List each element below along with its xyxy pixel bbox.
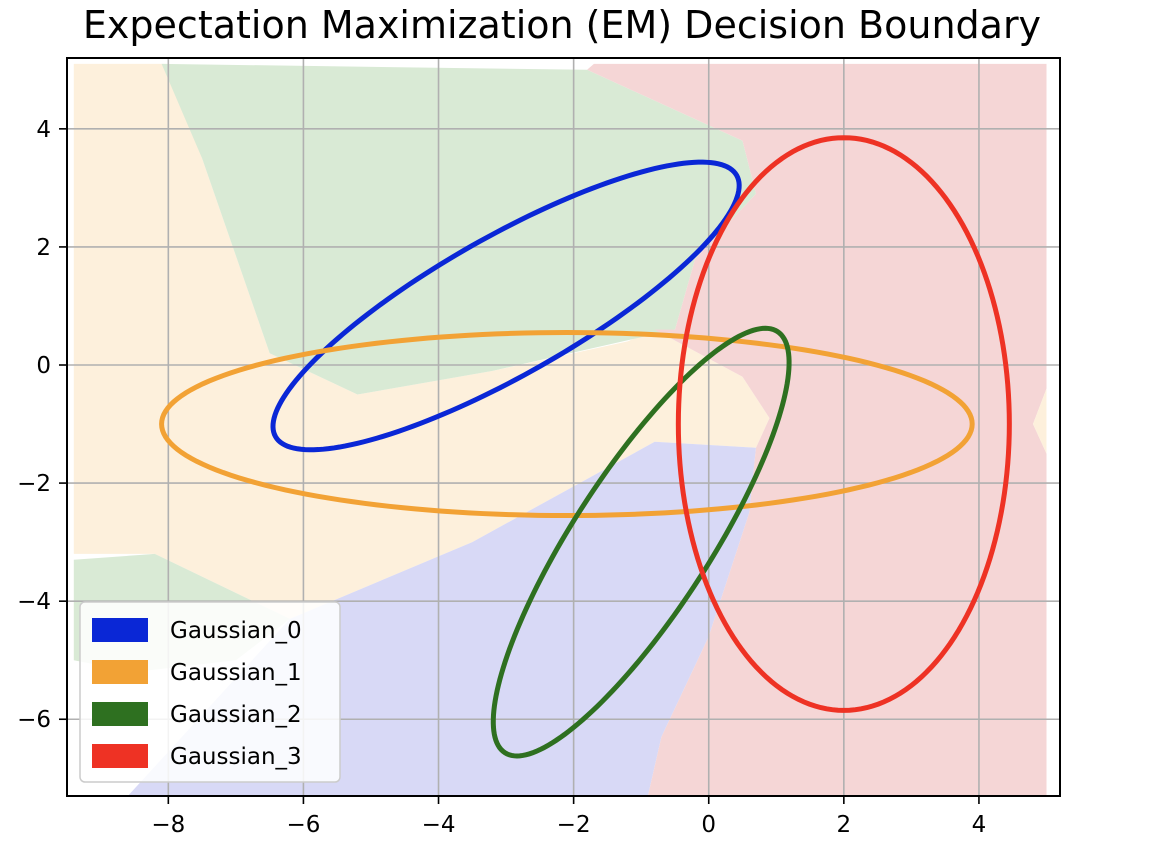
legend: Gaussian_0 Gaussian_1 Gaussian_2 Gaussian_3 <box>79 601 341 783</box>
x-tick-label: −2 <box>557 812 591 838</box>
y-tick-label: 0 <box>36 353 51 379</box>
x-tick-label: 2 <box>837 812 852 838</box>
x-tick-label: −4 <box>422 812 456 838</box>
legend-label-1: Gaussian_1 <box>170 660 302 686</box>
ellipse-gaussian-3 <box>675 135 1012 713</box>
chart-title: Expectation Maximization (EM) Decision B… <box>83 3 1041 47</box>
decision-region-5 <box>1033 388 1047 454</box>
plot-frame <box>66 57 1061 797</box>
legend-box <box>79 601 341 783</box>
legend-swatch-0 <box>92 618 148 642</box>
x-tick-label: −6 <box>286 812 320 838</box>
ellipse-gaussian-0 <box>270 159 742 453</box>
y-tick-label: 4 <box>36 117 51 143</box>
legend-label-2: Gaussian_2 <box>170 702 302 728</box>
grid <box>67 58 1060 796</box>
ellipse-gaussian-2 <box>490 325 792 759</box>
legend-swatch-1 <box>92 660 148 684</box>
y-tick-label: −4 <box>17 589 51 615</box>
gaussian-ellipses <box>159 135 1012 759</box>
y-tick-label: 2 <box>36 235 51 261</box>
legend-label-3: Gaussian_3 <box>170 744 302 770</box>
legend-swatch-3 <box>92 744 148 768</box>
ellipse-gaussian-1 <box>159 330 975 519</box>
y-tick-label: −2 <box>17 471 51 497</box>
axes: −8 −6 −4 −2 0 2 4 4 2 0 −2 −4 −6 <box>17 57 1061 838</box>
x-tick-label: 0 <box>701 812 716 838</box>
legend-label-0: Gaussian_0 <box>170 618 302 644</box>
x-tick-label: −8 <box>151 812 185 838</box>
y-tick-label: −6 <box>17 707 51 733</box>
decision-region-1 <box>161 63 757 395</box>
legend-swatch-2 <box>92 702 148 726</box>
x-tick-label: 4 <box>972 812 987 838</box>
